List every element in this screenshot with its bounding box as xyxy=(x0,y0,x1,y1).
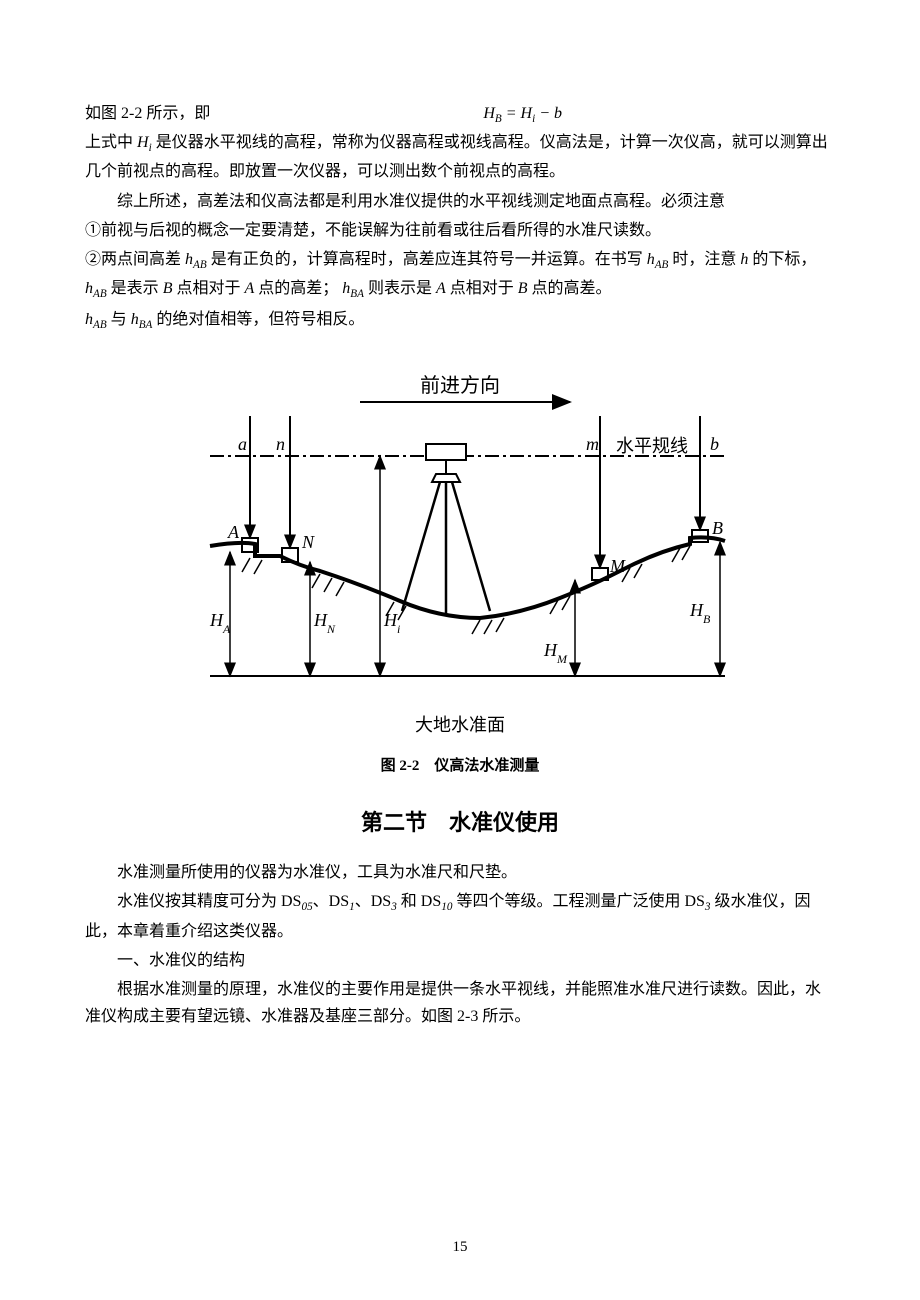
geoid-label: 大地水准面 xyxy=(180,710,740,741)
sec-h1: 一、水准仪的结构 xyxy=(85,947,835,974)
page-number: 15 xyxy=(0,1235,920,1261)
para-hi: 上式中 Hi 是仪器水平视线的高程，常称为仪器高程或视线高程。仪高法是，计算一次… xyxy=(85,129,835,185)
sec-p3: 根据水准测量的原理，水准仪的主要作用是提供一条水平视线，并能照准水准尺进行读数。… xyxy=(85,976,835,1030)
sec-p2: 水准仪按其精度可分为 DS05、DS1、DS3 和 DS10 等四个等级。工程测… xyxy=(85,888,835,944)
label-direction: 前进方向 xyxy=(420,374,500,397)
section-heading: 第二节 水准仪使用 xyxy=(85,804,835,841)
i2i: 点相对于 xyxy=(450,280,514,297)
para-summary: 综上所述，高差法和仪高法都是利用水准仪提供的水平视线测定地面点高程。必须注意 xyxy=(85,188,835,215)
sp2b: 、DS xyxy=(313,893,349,910)
i2j: 点的高差。 xyxy=(532,280,612,297)
eq-intro: 如图 2-2 所示，即 xyxy=(85,100,210,127)
item-1: ①前视与后视的概念一定要清楚，不能误解为往前看或往后看所得的水准尺读数。 xyxy=(85,217,835,244)
leveling-diagram: 前进方向 a n m b 水平规线 A N M B xyxy=(180,366,740,706)
label-a: a xyxy=(238,434,247,454)
i2g: 点的高差； xyxy=(258,280,338,297)
sp2a: 水准仪按其精度可分为 DS xyxy=(117,893,301,910)
p1b: 是仪器水平视线的高程，常称为仪器高程或视线高程。仪高法是，计算一次仪高，就可以测… xyxy=(85,134,828,180)
label-HA: HA xyxy=(209,610,231,636)
i2e: 是表示 xyxy=(111,280,159,297)
label-horizon: 水平规线 xyxy=(616,436,688,456)
label-HB: HB xyxy=(689,600,711,626)
sp2e: 等四个等级。工程测量广泛使用 DS xyxy=(456,893,704,910)
label-HN: HN xyxy=(313,610,336,636)
sec-p1: 水准测量所使用的仪器为水准仪，工具为水准尺和尺垫。 xyxy=(85,859,835,886)
i2c: 时，注意 xyxy=(672,251,736,268)
i2d: 的下标， xyxy=(752,251,816,268)
label-n: n xyxy=(276,434,285,454)
i2h: 则表示是 xyxy=(368,280,432,297)
label-m: m xyxy=(586,434,599,454)
label-B: B xyxy=(712,518,723,538)
i2a: ②两点间高差 xyxy=(85,251,181,268)
item-3: hAB 与 hBA 的绝对值相等，但符号相反。 xyxy=(85,306,835,335)
sp2c: 、DS xyxy=(355,893,391,910)
i3a: 与 xyxy=(111,311,127,328)
figure-caption: 图 2-2 仪高法水准测量 xyxy=(180,754,740,780)
label-b: b xyxy=(710,434,719,454)
label-HM: HM xyxy=(543,640,568,666)
label-Hi: Hi xyxy=(383,610,400,636)
item-2: ②两点间高差 hAB 是有正负的，计算高程时，高差应连其符号一并运算。在书写 h… xyxy=(85,246,835,304)
equation-line: 如图 2-2 所示，即 HB = Hi − b xyxy=(85,100,835,129)
i2f: 点相对于 xyxy=(176,280,240,297)
label-A: A xyxy=(227,522,240,542)
i3b: 的绝对值相等，但符号相反。 xyxy=(156,311,364,328)
sp2d: 和 DS xyxy=(401,893,441,910)
p1a: 上式中 xyxy=(85,134,133,151)
equation: HB = Hi − b xyxy=(210,100,835,129)
label-N: N xyxy=(301,532,315,552)
i2b: 是有正负的，计算高程时，高差应连其符号一并运算。在书写 xyxy=(211,251,643,268)
figure-2-2: 前进方向 a n m b 水平规线 A N M B xyxy=(180,366,740,780)
